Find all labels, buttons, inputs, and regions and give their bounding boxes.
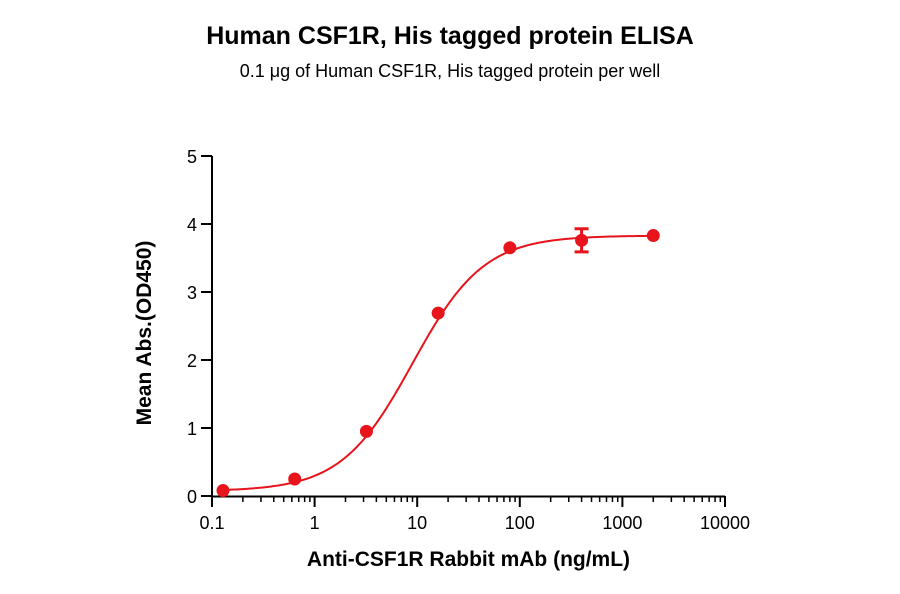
x-tick-label: 10000	[700, 513, 750, 533]
data-point	[575, 233, 589, 247]
data-point	[288, 472, 302, 486]
x-tick-label: 10	[407, 513, 427, 533]
y-tick-label: 4	[187, 215, 197, 235]
y-axis-title: Mean Abs.(OD450)	[133, 241, 156, 426]
data-point	[216, 484, 230, 498]
y-tick-label: 5	[187, 147, 197, 167]
x-tick-label: 0.1	[199, 513, 224, 533]
y-tick-label: 1	[187, 419, 197, 439]
data-point	[431, 306, 445, 320]
x-ticks: 0.1 1 10 100 1000 10000	[199, 496, 750, 533]
x-tick-label: 100	[505, 513, 535, 533]
y-tick-label: 0	[187, 487, 197, 507]
x-tick-label: 1000	[602, 513, 642, 533]
y-tick-label: 3	[187, 283, 197, 303]
axes	[211, 156, 725, 498]
fit-curve	[222, 234, 654, 491]
data-point	[646, 229, 660, 243]
y-ticks: 0 1 2 3 4 5	[187, 147, 212, 507]
x-axis-title: Anti-CSF1R Rabbit mAb (ng/mL)	[307, 548, 630, 571]
data-point	[359, 424, 373, 438]
data-points	[216, 229, 660, 498]
y-tick-label: 2	[187, 351, 197, 371]
chart-title: Human CSF1R, His tagged protein ELISA	[206, 22, 694, 50]
x-tick-label: 1	[310, 513, 320, 533]
data-point	[503, 241, 517, 255]
chart-subtitle: 0.1 μg of Human CSF1R, His tagged protei…	[239, 61, 661, 81]
